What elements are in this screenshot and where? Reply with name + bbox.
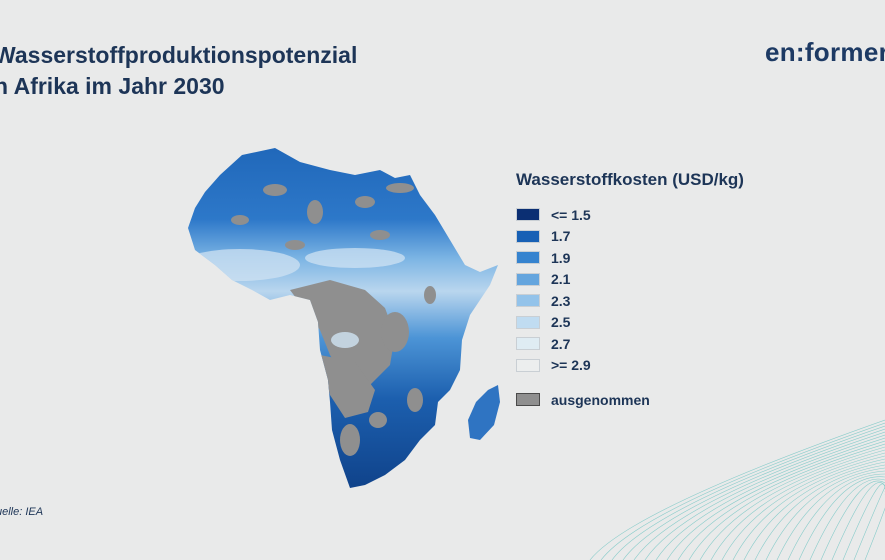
legend-title: Wasserstoffkosten (USD/kg) — [516, 170, 744, 189]
decorative-line — [853, 486, 885, 560]
legend-swatch — [516, 337, 540, 351]
legend-label-excluded: ausgenommen — [551, 391, 650, 408]
legend-swatch — [516, 208, 540, 222]
decorative-line — [688, 446, 885, 560]
decorative-line — [589, 419, 885, 560]
decorative-line — [831, 482, 885, 560]
map-title: Wasserstoffproduktionspotenzial n Afrika… — [0, 40, 357, 102]
africa-map — [188, 148, 500, 488]
decorative-line — [864, 494, 885, 560]
decorative-line — [622, 428, 885, 560]
legend-label: 2.1 — [551, 271, 571, 288]
legend: Wasserstoffkosten (USD/kg) <= 1.5 1.7 1.… — [516, 170, 744, 411]
decorative-line — [754, 464, 885, 560]
legend-item: 2.3 — [516, 290, 744, 312]
decorative-line — [787, 473, 885, 560]
legend-item: 1.7 — [516, 226, 744, 248]
legend-item: 2.7 — [516, 333, 744, 355]
decorative-line — [798, 476, 885, 560]
legend-swatch — [516, 272, 540, 286]
legend-swatch — [516, 358, 540, 372]
legend-swatch-excluded — [516, 393, 540, 407]
legend-swatch — [516, 229, 540, 243]
legend-item: <= 1.5 — [516, 204, 744, 226]
legend-label: >= 2.9 — [551, 357, 591, 374]
decorative-line — [699, 449, 885, 560]
map-title-line-1: Wasserstoffproduktionspotenzial — [0, 42, 358, 68]
legend-item: 2.5 — [516, 312, 744, 334]
legend-items: <= 1.5 1.7 1.9 2.1 2.3 2.5 2.7 >= 2.9 — [516, 204, 744, 376]
legend-item: 2.1 — [516, 269, 744, 291]
decorative-line — [677, 443, 885, 560]
decorative-line — [710, 452, 885, 560]
legend-swatch — [516, 315, 540, 329]
legend-label: 2.3 — [551, 292, 571, 309]
decorative-line — [743, 461, 885, 560]
legend-swatch — [516, 251, 540, 265]
decorative-line — [666, 440, 885, 560]
legend-label: <= 1.5 — [551, 206, 591, 223]
legend-label: 2.7 — [551, 335, 571, 352]
legend-label: 1.9 — [551, 249, 571, 266]
decorative-line — [732, 458, 885, 560]
decorative-line — [633, 431, 885, 560]
decorative-line — [765, 467, 885, 560]
legend-item-excluded: ausgenommen — [516, 389, 744, 411]
map-title-line-2: n Afrika im Jahr 2030 — [0, 73, 225, 99]
decorative-line — [644, 434, 885, 560]
legend-item: 1.9 — [516, 247, 744, 269]
madagascar-shape — [468, 385, 500, 440]
enformer-logo: en:former — [764, 37, 885, 67]
cost-surface — [188, 148, 498, 488]
decorative-line — [809, 478, 885, 560]
legend-label: 1.7 — [551, 228, 571, 245]
source-note: uelle: IEA — [0, 506, 44, 518]
decorative-line — [600, 422, 885, 560]
decorative-line — [776, 470, 885, 560]
decorative-line — [842, 483, 885, 560]
legend-item: >= 2.9 — [516, 355, 744, 377]
decorative-line — [655, 437, 885, 560]
legend-label: 2.5 — [551, 314, 571, 331]
decorative-line — [820, 480, 885, 560]
decorative-line — [721, 455, 885, 560]
legend-swatch — [516, 294, 540, 308]
decorative-line-pattern — [589, 419, 885, 560]
decorative-line — [611, 425, 885, 560]
